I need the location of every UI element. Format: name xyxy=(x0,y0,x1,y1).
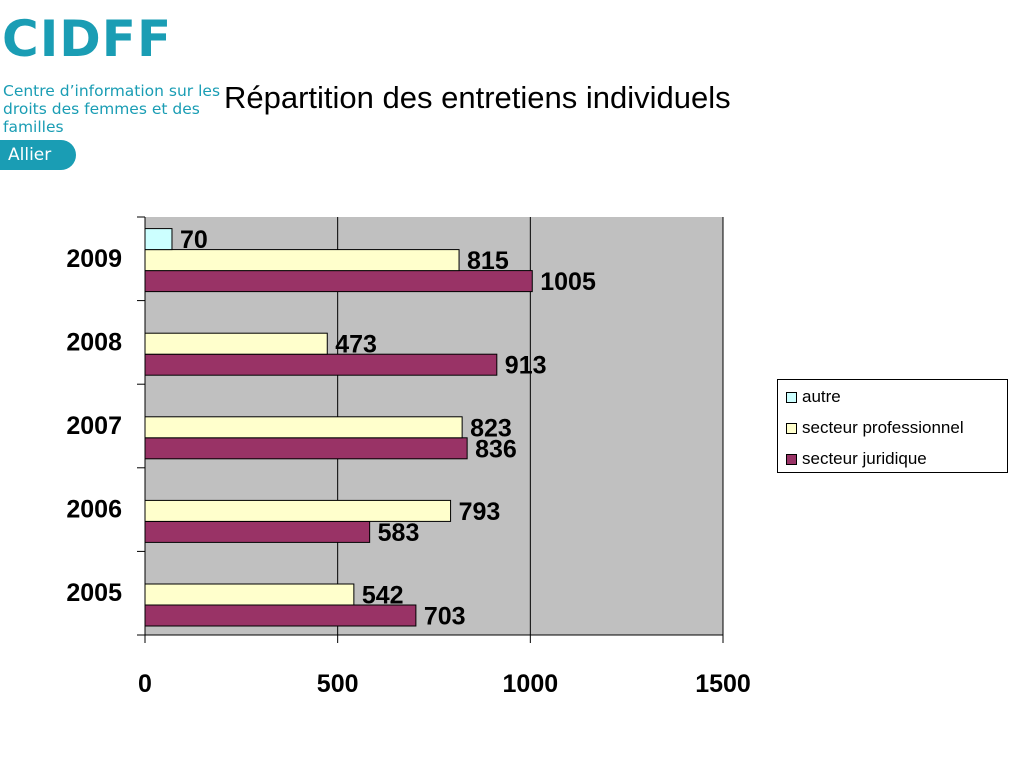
x-tick-label: 0 xyxy=(138,670,152,698)
data-label: 823 xyxy=(470,414,512,442)
legend-label: secteur professionnel xyxy=(802,418,964,437)
y-tick-label: 2007 xyxy=(66,412,122,440)
legend-item-autre: autre xyxy=(786,387,841,406)
data-label: 913 xyxy=(505,352,547,380)
bar-secteur-juridique-2006 xyxy=(144,520,371,543)
data-label: 703 xyxy=(424,603,466,631)
slide-title: Répartition des entretiens individuels xyxy=(224,80,731,115)
legend-swatch xyxy=(786,453,797,465)
bar-secteur-professionnel-2007 xyxy=(144,416,463,439)
data-label: 70 xyxy=(180,226,208,254)
data-label: 793 xyxy=(459,498,501,526)
data-label: 542 xyxy=(362,582,404,610)
legend-item-secteur-professionnel: secteur professionnel xyxy=(786,418,964,437)
bar-secteur-juridique-2007 xyxy=(144,437,468,460)
cidff-logo: CIDFF Centre d’information sur les droit… xyxy=(0,0,228,172)
legend-label: autre xyxy=(802,387,841,406)
legend-label: secteur juridique xyxy=(802,449,927,468)
legend-swatch xyxy=(786,422,797,434)
bar-secteur-professionnel-2006 xyxy=(144,499,452,522)
data-label: 583 xyxy=(378,519,420,547)
logo-tagline: Centre d’information sur les droits des … xyxy=(3,82,221,136)
bar-secteur-professionnel-2005 xyxy=(144,583,355,606)
bar-secteur-professionnel-2008 xyxy=(144,332,328,355)
data-label: 1005 xyxy=(540,268,596,296)
data-label: 473 xyxy=(335,331,377,359)
logo-wordmark: CIDFF xyxy=(2,10,173,68)
bar-autre-2009 xyxy=(144,228,173,251)
y-tick-label: 2008 xyxy=(66,328,122,356)
y-tick-label: 2005 xyxy=(66,579,122,607)
logo-badge: Allier xyxy=(0,140,76,170)
bar-secteur-juridique-2008 xyxy=(144,353,498,376)
data-label: 836 xyxy=(475,435,517,463)
y-tick-label: 2006 xyxy=(66,496,122,524)
data-label: 815 xyxy=(467,247,509,275)
y-tick-label: 2009 xyxy=(66,245,122,273)
x-tick-label: 1500 xyxy=(695,670,751,698)
x-tick-label: 500 xyxy=(317,670,359,698)
legend-item-secteur-juridique: secteur juridique xyxy=(786,449,927,468)
chart-legend: autre secteur professionnel secteur juridi… xyxy=(777,379,1008,473)
legend-swatch xyxy=(786,391,797,403)
x-tick-label: 1000 xyxy=(503,670,559,698)
